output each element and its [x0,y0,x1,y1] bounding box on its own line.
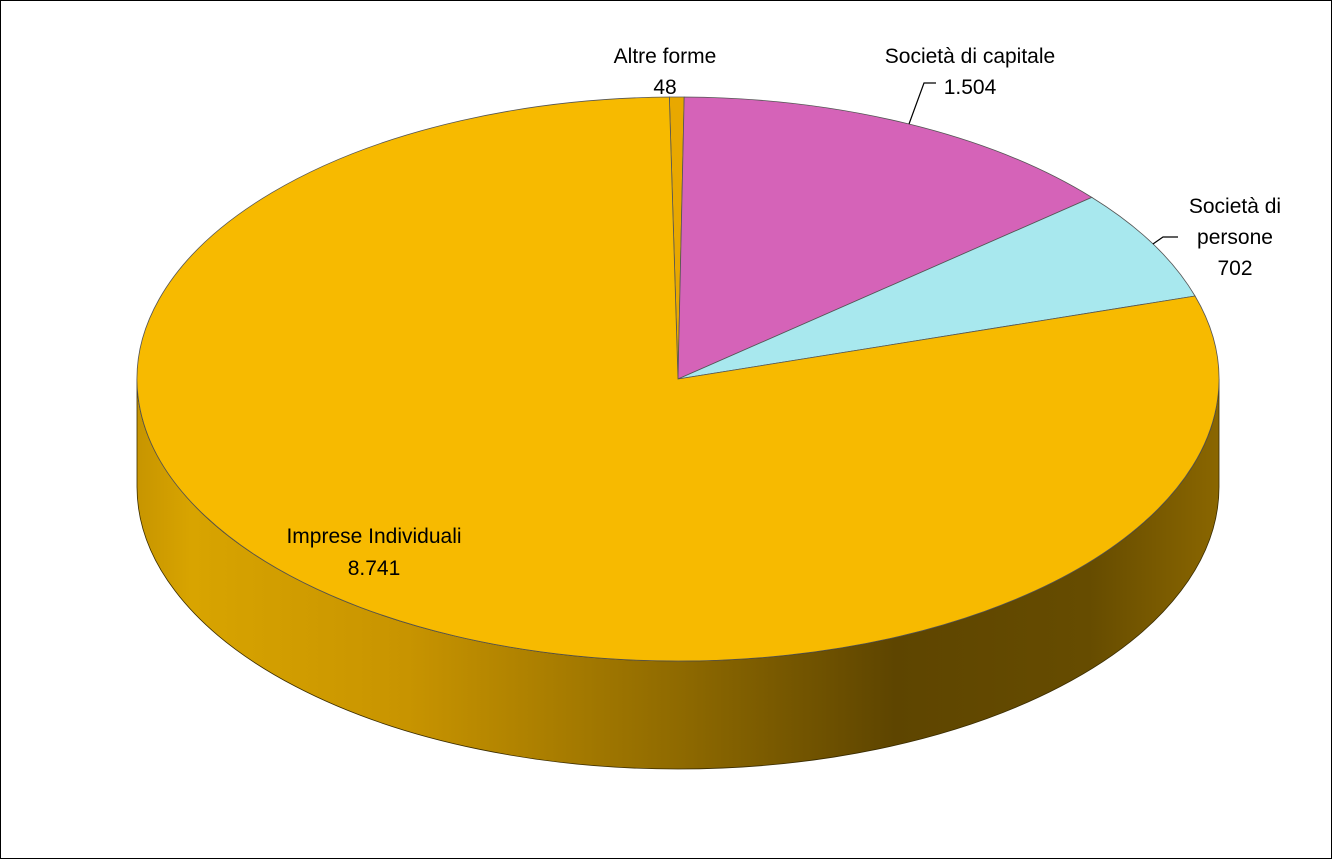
slice-label-societa-persone-line2: persone [1197,226,1273,249]
slice-value-societa-persone: 702 [1217,257,1252,280]
leader-line-societa-persone [1152,236,1178,245]
leader-line-societa-capitale [908,82,936,125]
slice-label-altre-forme: Altre forme [614,45,717,68]
slice-value-societa-capitale: 1.504 [944,76,997,99]
slice-label-imprese-individuali: Imprese Individuali [286,525,461,548]
slice-label-societa-capitale: Società di capitale [885,45,1055,68]
pie-slice-3 [136,96,1220,662]
slice-label-societa-persone-line1: Società di [1189,195,1281,218]
slice-value-imprese-individuali: 8.741 [348,557,401,580]
slice-value-altre-forme: 48 [653,76,676,99]
